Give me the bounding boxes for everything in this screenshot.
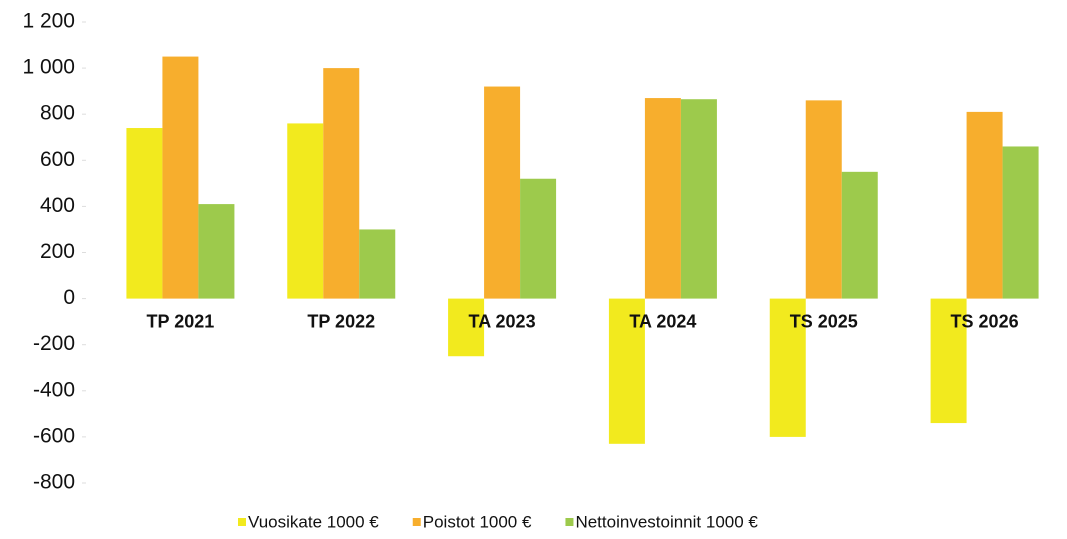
x-tick-label: TP 2021 xyxy=(147,311,215,331)
x-tick-label: TA 2024 xyxy=(629,311,696,331)
bar xyxy=(448,298,485,357)
x-tick-label: TS 2025 xyxy=(790,311,858,331)
bar xyxy=(841,171,878,299)
bar xyxy=(359,229,396,299)
bar xyxy=(198,204,235,299)
legend-label: Nettoinvestoinnit 1000 € xyxy=(575,512,758,531)
y-tick-label: 800 xyxy=(40,102,75,125)
bar xyxy=(644,98,681,299)
y-tick-label: -800 xyxy=(33,471,75,494)
y-tick-label: -200 xyxy=(33,332,75,355)
bar xyxy=(162,56,199,299)
bar xyxy=(323,68,360,299)
y-tick-label: -600 xyxy=(33,424,75,447)
y-tick-label: 1 200 xyxy=(22,10,75,33)
bar xyxy=(126,128,163,299)
legend-swatch xyxy=(565,518,574,526)
x-tick-label: TA 2023 xyxy=(469,311,536,331)
bar xyxy=(520,178,557,299)
x-tick-label: TP 2022 xyxy=(307,311,375,331)
legend-swatch xyxy=(412,518,421,526)
bar xyxy=(805,100,842,299)
bar xyxy=(608,298,645,444)
bar xyxy=(930,298,967,424)
y-tick-label: -400 xyxy=(33,378,75,401)
x-tick-label: TS 2026 xyxy=(951,311,1019,331)
bar xyxy=(1002,146,1039,299)
bar xyxy=(680,99,717,299)
y-tick-label: 400 xyxy=(40,194,75,217)
legend-label: Poistot 1000 € xyxy=(423,512,532,531)
bar xyxy=(484,86,521,299)
y-tick-label: 0 xyxy=(63,286,75,309)
y-tick-label: 200 xyxy=(40,240,75,263)
bar xyxy=(287,123,324,299)
legend-swatch xyxy=(238,518,246,526)
bar xyxy=(769,298,806,437)
y-tick-label: 600 xyxy=(40,148,75,171)
legend-label: Vuosikate 1000 € xyxy=(248,512,379,531)
bar xyxy=(966,111,1003,299)
y-tick-label: 1 000 xyxy=(22,56,75,79)
